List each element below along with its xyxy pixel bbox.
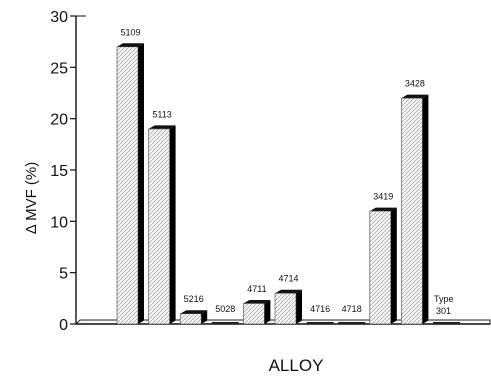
bar-top: [243, 299, 271, 304]
y-tick-label: 0: [59, 317, 68, 334]
x-axis-title: ALLOY: [269, 356, 324, 375]
y-tick-label: 25: [50, 60, 68, 77]
bar-group-5216: 5216: [179, 294, 208, 325]
bar-group-4714: 4714: [274, 274, 302, 325]
bar-label: 4718: [342, 304, 362, 314]
bar: [274, 292, 297, 325]
bar-label: Type: [434, 294, 454, 304]
bar-top: [180, 310, 208, 314]
bar-group-3419: 3419: [369, 192, 397, 325]
bar: [338, 322, 366, 324]
bar-group-4711: 4711: [243, 284, 271, 325]
bar-group-5028: 5028: [211, 304, 239, 324]
bars: 5109 5113 5216 5028 4711 4714 4716 4718 3419 3428…: [116, 27, 460, 325]
bar-side: [169, 125, 176, 324]
bar-group-type-301: Type 301: [433, 294, 460, 324]
y-tick-label: 10: [50, 214, 68, 231]
y-tick-label: 15: [50, 163, 68, 180]
bar-side: [138, 43, 144, 325]
y-axis: 0 5 10 15 20 25 30: [50, 9, 86, 334]
bar-group-5113: 5113: [148, 109, 176, 325]
bar-label: 5028: [215, 304, 235, 314]
bar-top: [369, 207, 397, 212]
bar-top: [275, 289, 302, 294]
bar-side: [390, 207, 397, 324]
bar-label: 5113: [152, 109, 171, 119]
bar-top: [117, 43, 144, 47]
bar-side: [422, 94, 429, 324]
bar-label: 3419: [373, 192, 393, 202]
bar-label: 3428: [405, 79, 425, 89]
bar-side: [201, 310, 208, 324]
bar: [179, 313, 202, 325]
bar: [211, 322, 239, 324]
bar: [401, 97, 423, 325]
bar-group-4718: 4718: [338, 304, 366, 324]
bar-top: [148, 125, 176, 129]
bar-label: 4716: [310, 304, 330, 314]
bar-group-5109: 5109: [116, 27, 144, 325]
bar-top: [401, 94, 429, 99]
bar-side: [296, 289, 302, 324]
y-tick-label: 20: [50, 112, 68, 129]
bar-group-3428: 3428: [401, 79, 429, 325]
bar: [148, 128, 170, 325]
bar-label: 4714: [278, 274, 298, 284]
bar: [433, 322, 460, 324]
bar-side: [264, 299, 271, 324]
bar-group-4716: 4716: [306, 304, 334, 324]
bar-label: 5216: [184, 294, 204, 304]
bar: [243, 303, 265, 325]
bar: [116, 46, 139, 325]
y-axis-title: Δ MVF (%): [23, 162, 40, 235]
bar-label: 4711: [247, 284, 266, 294]
bar: [369, 210, 392, 325]
bar-label: 5109: [120, 27, 140, 37]
bar-label-line2: 301: [436, 306, 451, 316]
y-tick-label: 5: [59, 266, 68, 283]
bar: [306, 322, 334, 324]
y-tick-label: 30: [50, 9, 68, 26]
